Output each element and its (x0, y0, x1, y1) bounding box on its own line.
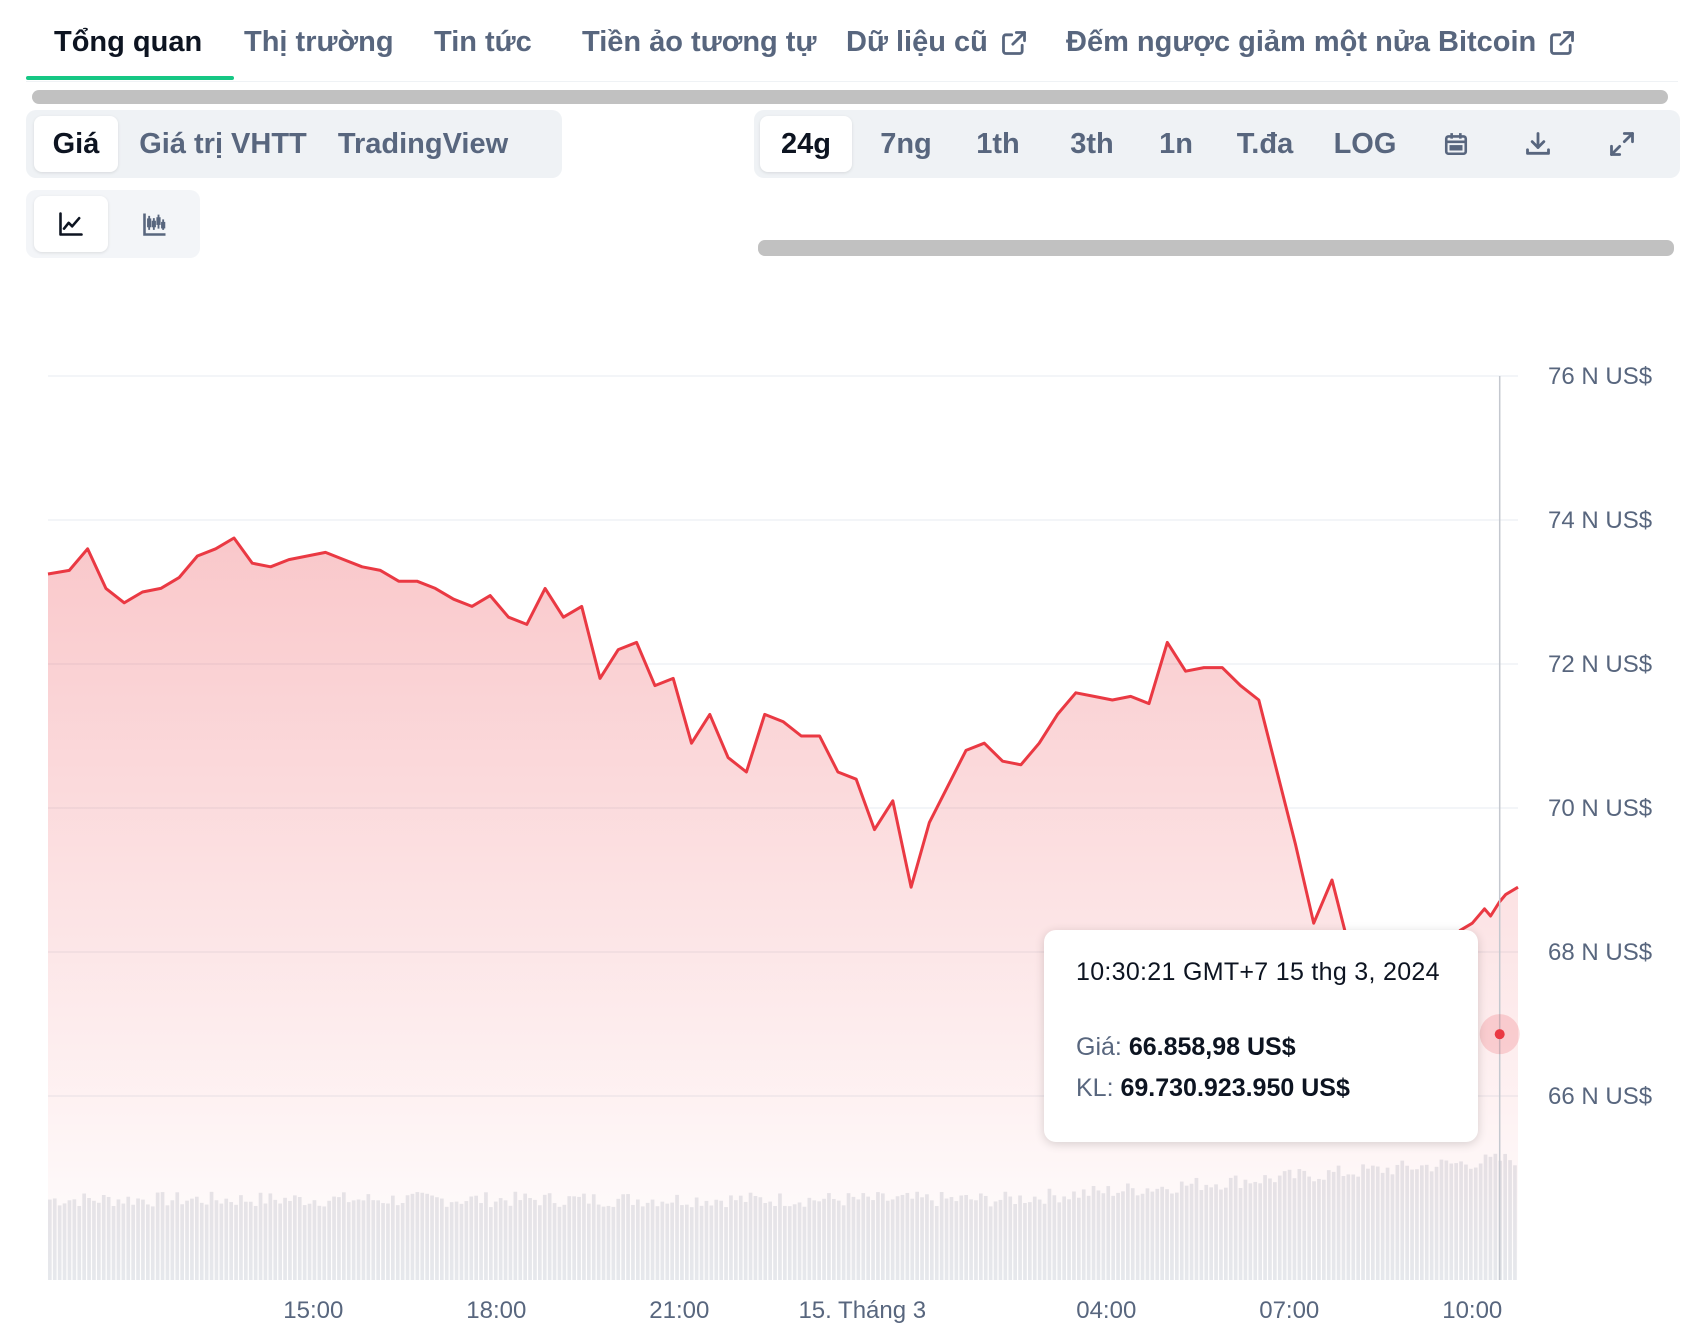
tooltip-volume-label: KL: (1076, 1074, 1114, 1102)
tab-halving-countdown[interactable]: Đếm ngược giảm một nửa Bitcoin (1066, 22, 1576, 62)
line-chart-icon (59, 212, 83, 236)
range-scrollbar[interactable] (758, 240, 1674, 256)
x-tick-label: 15. Tháng 3 (798, 1297, 926, 1324)
range-option-1y[interactable]: 1n (1159, 128, 1193, 160)
calendar-button[interactable] (1426, 116, 1486, 172)
active-tab-indicator (26, 76, 234, 80)
tab-similar-coins[interactable]: Tiền ảo tương tự (582, 26, 817, 58)
top-nav: Tổng quan Thị trường Tin tức Tiền ảo tươ… (26, 0, 1678, 82)
y-tick-label: 74 N US$ (1548, 507, 1652, 534)
external-link-icon (1001, 31, 1026, 56)
range-option-log[interactable]: LOG (1333, 128, 1397, 160)
tooltip-volume-value: 69.730.923.950 US$ (1120, 1074, 1350, 1102)
tooltip-volume-row: KL: 69.730.923.950 US$ (1076, 1074, 1446, 1103)
range-option-all[interactable]: T.đa (1236, 128, 1294, 160)
tab-historical-data[interactable]: Dữ liệu cũ (846, 22, 1028, 62)
x-tick-label: 07:00 (1259, 1297, 1319, 1324)
chart-tooltip: 10:30:21 GMT+7 15 thg 3, 2024 Giá: 66.85… (1044, 930, 1478, 1142)
x-tick-label: 15:00 (283, 1297, 343, 1324)
x-tick-label: 21:00 (649, 1297, 709, 1324)
range-option-1m[interactable]: 1th (976, 128, 1020, 160)
calendar-icon (1444, 133, 1468, 156)
tab-market[interactable]: Thị trường (244, 26, 394, 58)
x-tick-label: 18:00 (466, 1297, 526, 1324)
line-chart-button[interactable] (34, 196, 108, 252)
download-icon (1526, 132, 1550, 155)
tab-historical-data-label: Dữ liệu cũ (846, 26, 988, 58)
hover-point (1494, 1029, 1505, 1040)
range-toggle: 24g 7ng 1th 3th 1n T.đa LOG (754, 110, 1680, 178)
candlestick-button[interactable] (118, 196, 192, 252)
price-chart[interactable]: 76 N US$ 74 N US$ 72 N US$ 70 N US$ 68 N US$… (0, 300, 1704, 1344)
tab-halving-countdown-label: Đếm ngược giảm một nửa Bitcoin (1066, 26, 1537, 58)
y-tick-label: 68 N US$ (1548, 939, 1652, 966)
price-area-fill (48, 538, 1518, 1280)
y-tick-label: 76 N US$ (1548, 363, 1652, 390)
view-toggle: Giá Giá trị VHTT TradingView (26, 110, 562, 178)
x-tick-label: 10:00 (1442, 1297, 1502, 1324)
nav-scrollbar[interactable] (32, 90, 1668, 104)
tab-news[interactable]: Tin tức (434, 26, 532, 58)
x-axis-labels: 15:00 18:00 21:00 15. Tháng 3 04:00 07:00 10:0… (283, 1297, 1502, 1324)
chart-type-toggle (26, 190, 200, 258)
tooltip-price-value: 66.858,98 US$ (1128, 1033, 1296, 1061)
y-tick-label: 70 N US$ (1548, 795, 1652, 822)
fullscreen-button[interactable] (1590, 116, 1654, 172)
tooltip-price-label: Giá: (1076, 1033, 1122, 1061)
y-axis-labels: 76 N US$ 74 N US$ 72 N US$ 70 N US$ 68 N US$… (1548, 363, 1652, 1110)
tooltip-price-row: Giá: 66.858,98 US$ (1076, 1033, 1446, 1062)
range-option-24h[interactable]: 24g (760, 116, 852, 172)
candlestick-icon (143, 213, 166, 236)
range-option-3m[interactable]: 3th (1070, 128, 1114, 160)
tooltip-time: 10:30:21 GMT+7 15 thg 3, 2024 (1076, 958, 1440, 986)
fullscreen-icon (1610, 132, 1634, 156)
range-option-7d[interactable]: 7ng (880, 128, 932, 160)
external-link-icon (1550, 31, 1575, 56)
x-tick-label: 04:00 (1076, 1297, 1136, 1324)
download-button[interactable] (1506, 116, 1570, 172)
y-tick-label: 72 N US$ (1548, 651, 1652, 678)
tab-overview[interactable]: Tổng quan (54, 26, 203, 58)
y-tick-label: 66 N US$ (1548, 1083, 1652, 1110)
view-option-market-cap[interactable]: Giá trị VHTT (139, 128, 307, 160)
view-option-tradingview[interactable]: TradingView (337, 128, 509, 160)
view-option-price[interactable]: Giá (34, 116, 118, 172)
